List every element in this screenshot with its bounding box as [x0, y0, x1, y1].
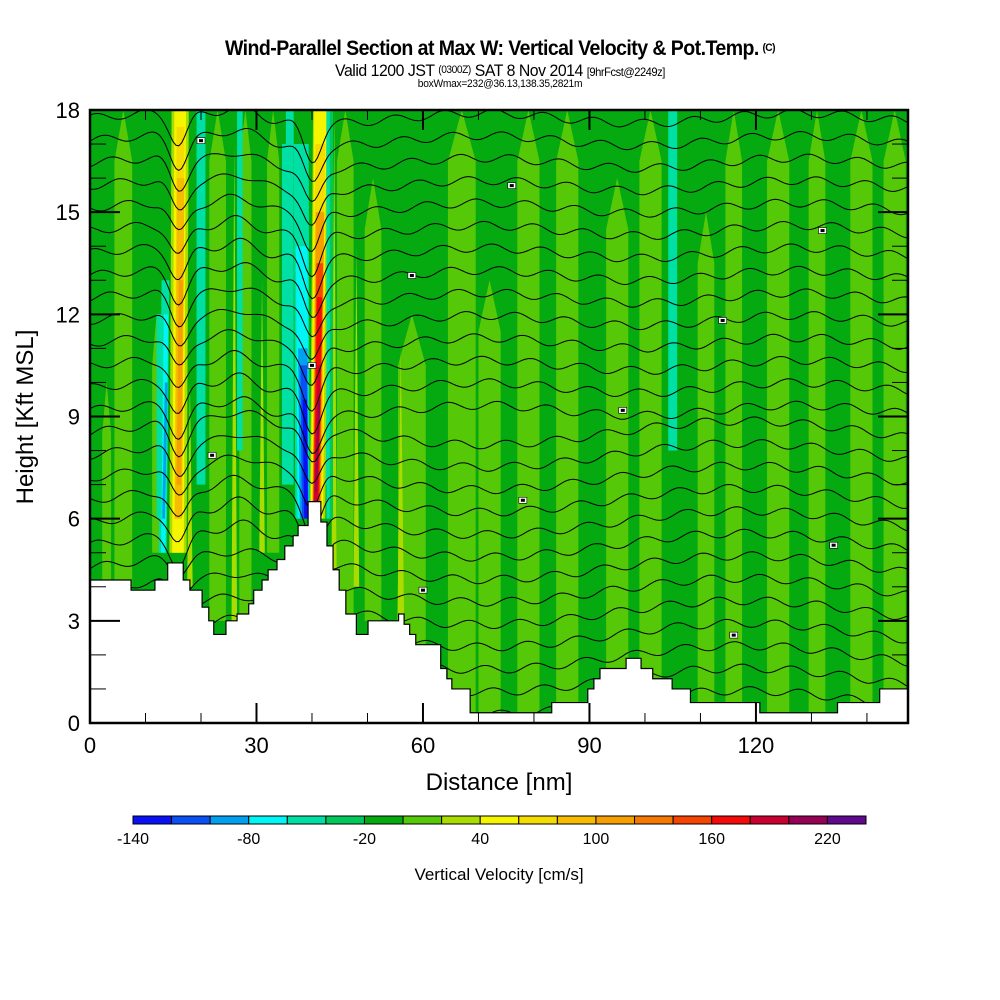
- colorbar-tick-label: -140: [117, 831, 149, 848]
- contour-label-mark: [821, 229, 825, 232]
- colorbar-segment: [326, 816, 365, 824]
- w-stripe-weak-up: [517, 110, 539, 723]
- y-tick-label: 15: [56, 200, 80, 225]
- contour-label-mark: [421, 589, 425, 592]
- w-stripe-weak-up: [478, 280, 500, 723]
- x-axis-title: Distance [nm]: [426, 769, 573, 796]
- w-stripe-weak-up: [639, 110, 661, 723]
- x-tick-label: 0: [84, 733, 96, 758]
- colorbar-tick-label: 220: [814, 831, 841, 848]
- y-tick-label: 6: [68, 507, 80, 532]
- colorbar-segment: [403, 816, 442, 824]
- colorbar-segment: [712, 816, 751, 824]
- colorbar-segment: [557, 816, 596, 824]
- colorbar-segment: [750, 816, 789, 824]
- colorbar-segment: [519, 816, 558, 824]
- x-tick-label: 60: [411, 733, 435, 758]
- contour-label-mark: [310, 364, 314, 367]
- colorbar-segment: [287, 816, 326, 824]
- colorbar-tick-label: 160: [698, 831, 725, 848]
- colorbar: -140 -80 -20 40 100 160 220: [117, 816, 866, 848]
- y-tick-label: 3: [68, 609, 80, 634]
- w-stripe-weak-down: [237, 110, 243, 451]
- contour-label-mark: [210, 454, 214, 457]
- colorbar-segment: [789, 816, 828, 824]
- y-tick-label: 18: [56, 98, 80, 123]
- colorbar-segment: [210, 816, 249, 824]
- colorbar-tick-label: 100: [583, 831, 610, 848]
- contour-label-mark: [721, 319, 725, 322]
- w-stripe-weak-down: [282, 144, 286, 485]
- colorbar-segment: [673, 816, 712, 824]
- x-tick-label: 90: [577, 733, 601, 758]
- plot-area: [90, 104, 911, 725]
- y-tick-label: 0: [68, 711, 80, 736]
- colorbar-segment: [172, 816, 211, 824]
- colorbar-segment: [635, 816, 674, 824]
- w-stripe-weak-up: [448, 110, 476, 723]
- y-tick-label: 9: [68, 405, 80, 430]
- x-tick-label: 120: [738, 733, 775, 758]
- colorbar-tick-label: -20: [353, 831, 376, 848]
- colorbar-segment: [480, 816, 519, 824]
- w-stripe-weak-up: [850, 110, 872, 723]
- w-stripe-weak-up: [698, 212, 715, 723]
- contour-label-mark: [199, 139, 203, 142]
- colorbar-tick-label: -80: [237, 831, 260, 848]
- w-stripe-weak-down: [197, 110, 206, 485]
- w-stripe-weak-up: [725, 110, 742, 723]
- w-stripe-weak-up: [337, 110, 354, 621]
- colorbar-segment: [827, 816, 866, 824]
- colorbar-segment: [364, 816, 403, 824]
- colorbar-tick-label: 40: [471, 831, 489, 848]
- w-stripe-weak-up: [809, 110, 826, 723]
- w-stripe-weak-down: [668, 110, 677, 451]
- contour-label-mark: [510, 184, 514, 187]
- w-stripe-weak-up: [365, 178, 382, 621]
- colorbar-title: Vertical Velocity [cm/s]: [414, 865, 583, 884]
- y-tick-label: 12: [56, 302, 80, 327]
- colorbar-segment: [133, 816, 172, 824]
- y-axis-title: Height [Kft MSL]: [12, 330, 39, 505]
- x-tick-label: 30: [244, 733, 268, 758]
- contour-label-mark: [521, 499, 525, 502]
- contour-label-mark: [621, 409, 625, 412]
- contour-label-mark: [410, 274, 414, 277]
- colorbar-segment: [442, 816, 481, 824]
- contour-label-mark: [832, 544, 836, 547]
- contour-label-mark: [732, 634, 736, 637]
- colorbar-segment: [596, 816, 635, 824]
- colorbar-segment: [249, 816, 288, 824]
- w-stripe-weak-up: [556, 110, 578, 723]
- w-stripe-weak-up: [209, 110, 226, 621]
